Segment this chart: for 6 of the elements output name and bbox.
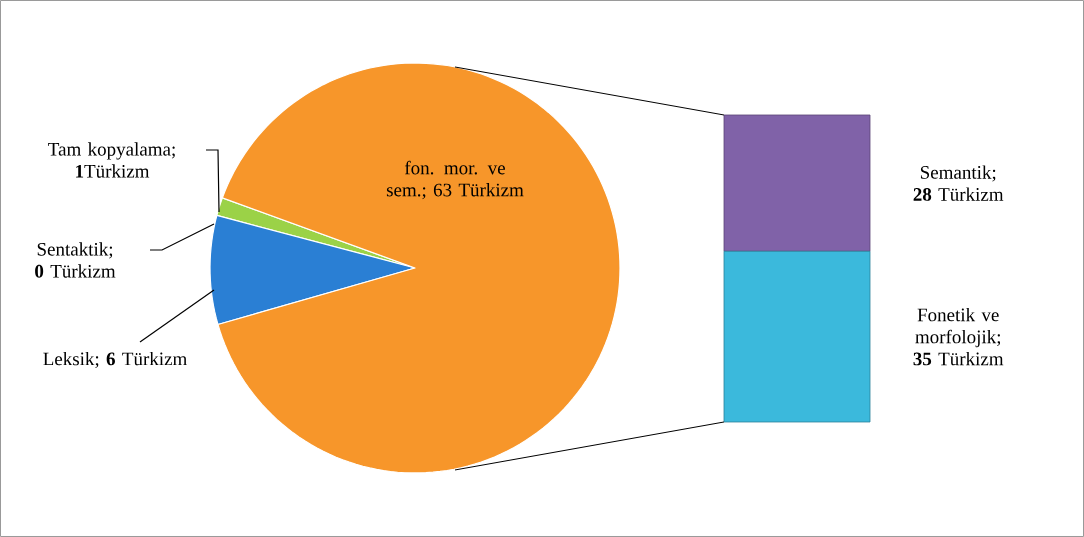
text: Semantik; 28 Türkizm: [913, 165, 1004, 201]
slice-label: Leksik; 6 Türkizm: [43, 351, 188, 369]
category-label: Sentaktik; 0 Türkizm: [35, 242, 116, 278]
text: Fonetik ve morfolojik; 35 Türkizm: [913, 307, 1004, 366]
slice-label: fon. mor. ve sem.; 63 Türkizm: [386, 160, 524, 200]
slice-label: Tam kopyalama; 1Türkizm: [48, 142, 175, 178]
